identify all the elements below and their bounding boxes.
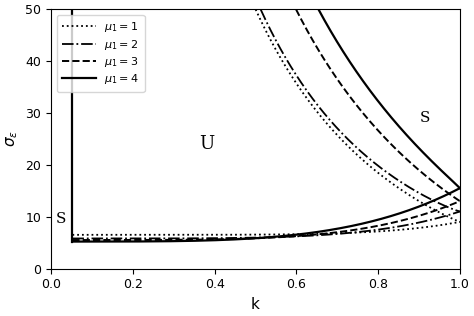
Y-axis label: $\sigma_\varepsilon$: $\sigma_\varepsilon$: [4, 130, 20, 147]
Text: S: S: [56, 212, 66, 226]
X-axis label: k: k: [251, 297, 260, 312]
Text: U: U: [199, 135, 214, 153]
Text: S: S: [420, 111, 430, 125]
Legend: $\mu_1=1$, $\mu_1=2$, $\mu_1=3$, $\mu_1=4$: $\mu_1=1$, $\mu_1=2$, $\mu_1=3$, $\mu_1=…: [57, 15, 145, 92]
